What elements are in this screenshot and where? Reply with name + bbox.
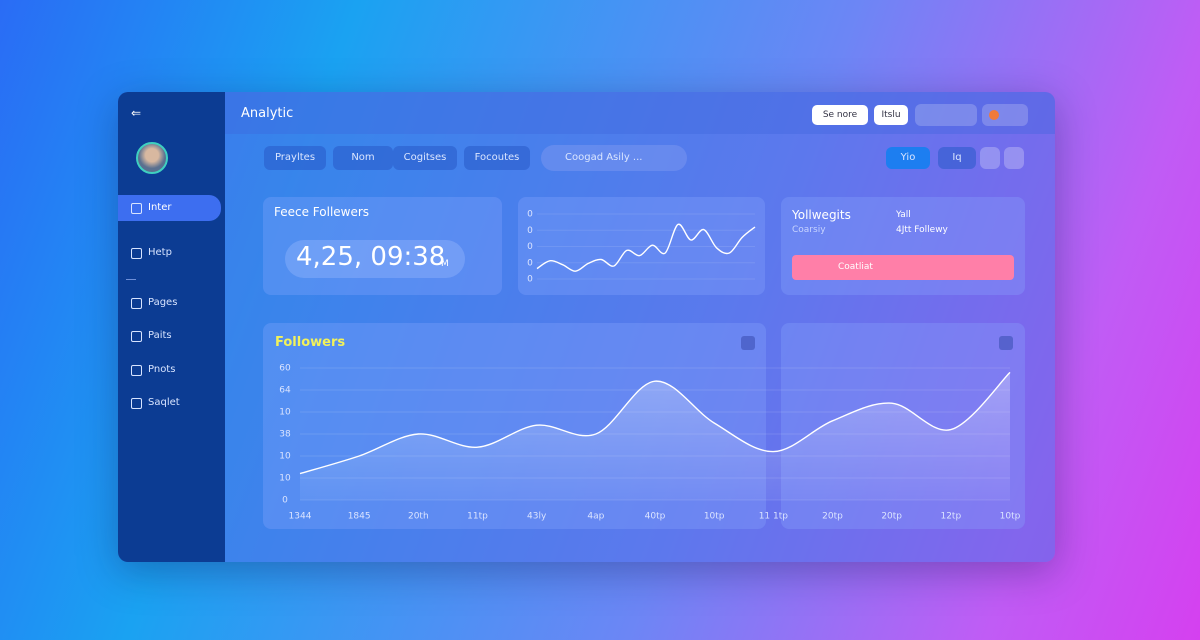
y-tick-label: 10 (279, 474, 291, 484)
tab[interactable]: Nom (333, 146, 393, 170)
chip[interactable]: Iq (938, 147, 976, 169)
nav-label: Pnots (148, 364, 176, 375)
nav-item[interactable]: Hetp (118, 240, 221, 266)
search-box[interactable]: Coogad Asily ... (541, 145, 687, 171)
nav-item[interactable]: Saqlet (118, 390, 221, 416)
x-tick-label: 10tp (1000, 512, 1021, 522)
stat-value: 4,25, 09:38 (296, 242, 446, 272)
x-tick-label: 1845 (348, 512, 371, 522)
collapse-button[interactable] (741, 336, 755, 350)
y-tick-label: 64 (279, 386, 291, 396)
x-tick-label: 12tp (940, 512, 961, 522)
x-tick-label: 20tp (822, 512, 843, 522)
header-icons[interactable] (915, 104, 977, 126)
header-button[interactable]: Itslu (874, 105, 908, 125)
x-tick-label: 11tp (467, 512, 488, 522)
area (300, 372, 1010, 500)
info-side-title: Yall (896, 210, 911, 220)
y-tick-label: 10 (279, 452, 291, 462)
x-tick-label: 11 1tp (759, 512, 789, 522)
y-tick-label: 38 (279, 430, 291, 440)
stat-pill (285, 240, 465, 278)
tab[interactable]: Cogitses (393, 146, 457, 170)
nav-item[interactable]: Inter (118, 195, 221, 221)
header-icons[interactable] (982, 104, 1028, 126)
y-tick-label: 60 (279, 364, 291, 374)
x-tick-label: 20th (408, 512, 429, 522)
y-tick-label: 0 (527, 258, 533, 268)
x-tick-label: 20tp (881, 512, 902, 522)
x-tick-label: 4ap (587, 512, 604, 522)
tab[interactable]: Prayltes (264, 146, 326, 170)
chip[interactable]: Yio (886, 147, 930, 169)
icon-button[interactable] (1004, 147, 1024, 169)
nav-label: Pages (148, 297, 178, 308)
y-tick-label: 0 (527, 242, 533, 252)
header-title: Analytic (241, 106, 294, 121)
info-subtitle: Coarsiy (792, 225, 826, 235)
avatar[interactable] (136, 142, 168, 174)
header-button[interactable]: Se nore (812, 105, 868, 125)
y-tick-label: 10 (279, 408, 291, 418)
stat-unit: M (441, 259, 449, 269)
line (536, 223, 756, 272)
x-tick-label: 1344 (289, 512, 312, 522)
y-tick-label: 0 (282, 496, 288, 506)
stat-title: Feece Follewers (274, 205, 370, 219)
menu-icon[interactable]: ⇐ (131, 106, 142, 120)
info-side-text: 4Jtt Follewy (896, 225, 948, 235)
status-dot (989, 110, 999, 120)
y-tick-label: 0 (527, 275, 533, 285)
stat-card (263, 197, 502, 295)
collapse-button[interactable] (999, 336, 1013, 350)
nav-label: Inter (148, 202, 172, 213)
y-tick-label: 0 (527, 210, 533, 220)
x-tick-label: 43ly (527, 512, 547, 522)
y-tick-label: 0 (527, 226, 533, 236)
nav-label: Saqlet (148, 397, 180, 408)
line (299, 371, 1011, 475)
tab[interactable]: Focoutes (464, 146, 530, 170)
info-title: Yollwegits (792, 208, 851, 222)
sidebar (118, 92, 225, 562)
nav-item[interactable]: Paits (118, 323, 221, 349)
nav-label: Paits (148, 330, 172, 341)
info-button[interactable]: Coatliat (792, 255, 1014, 280)
nav-item[interactable]: Pnots (118, 357, 221, 383)
icon-button[interactable] (980, 147, 1000, 169)
nav-label: Hetp (148, 247, 172, 258)
divider (126, 279, 136, 280)
sparkline-card (518, 197, 765, 295)
header-bar (225, 92, 1055, 134)
nav-item[interactable]: Pages (118, 290, 221, 316)
x-tick-label: 40tp (645, 512, 666, 522)
chart-title: Followers (275, 335, 346, 350)
x-tick-label: 10tp (704, 512, 725, 522)
